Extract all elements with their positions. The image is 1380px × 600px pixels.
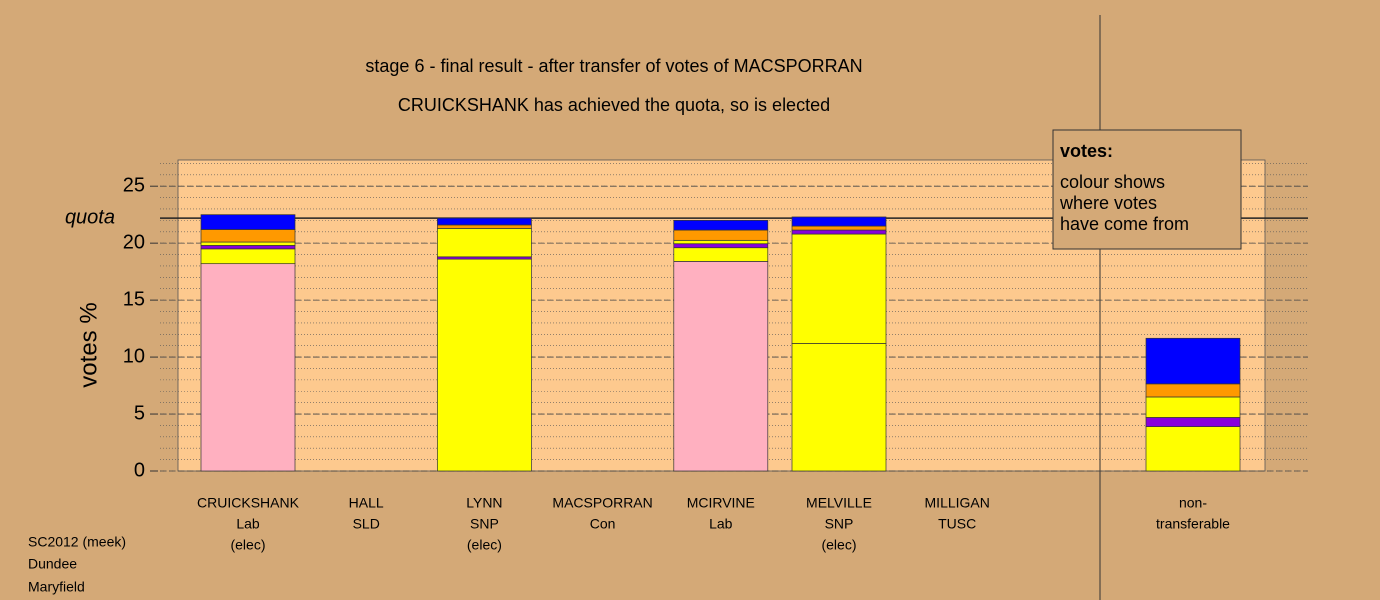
quota-label: quota — [65, 206, 115, 228]
note-box — [1052, 129, 1242, 250]
y-tick-label: 25 — [123, 174, 145, 196]
x-tick-label: SLD — [353, 516, 380, 532]
x-tick-label: (elec) — [230, 537, 265, 553]
bar-segment — [1145, 426, 1241, 472]
x-tick-label: non- — [1179, 495, 1207, 511]
bar-segment — [437, 258, 532, 472]
bar-segment — [791, 216, 887, 227]
y-tick-label: 5 — [134, 402, 145, 424]
note-line: where votes — [1059, 193, 1157, 213]
bar-segment — [200, 229, 296, 243]
x-tick-label: HALL — [349, 495, 384, 511]
x-tick-label: LYNN — [466, 495, 502, 511]
chart-subtitle: CRUICKSHANK has achieved the quota, so i… — [398, 95, 830, 115]
bar-segment — [200, 214, 296, 230]
bar-segment — [673, 261, 769, 472]
x-tick-label: SNP — [470, 516, 499, 532]
bar-segment — [791, 343, 887, 472]
bar-segment — [1145, 417, 1241, 427]
bar-segment — [200, 241, 296, 246]
x-tick-label: MELVILLE — [806, 495, 872, 511]
bar-segment — [200, 245, 296, 250]
note-heading: votes: — [1060, 141, 1113, 161]
note-line: have come from — [1060, 214, 1189, 234]
bar-segment — [673, 243, 769, 249]
bar-segment — [437, 224, 532, 229]
footer-line: Maryfield — [28, 579, 85, 595]
x-tick-label: TUSC — [938, 516, 976, 532]
x-tick-label: (elec) — [821, 537, 856, 553]
bar-segment — [437, 217, 532, 226]
y-tick-label: 20 — [123, 231, 145, 253]
x-tick-label: MILLIGAN — [925, 495, 990, 511]
bar-segment — [1145, 337, 1241, 385]
x-tick-label: Con — [590, 516, 616, 532]
x-tick-label: SNP — [825, 516, 854, 532]
bar-segment — [1145, 383, 1241, 398]
x-tick-label: CRUICKSHANK — [197, 495, 300, 511]
bar-segment — [673, 239, 769, 245]
bar-segment — [437, 228, 532, 258]
x-tick-label: transferable — [1156, 516, 1230, 532]
x-tick-label: MACSPORRAN — [552, 495, 652, 511]
x-tick-label: MCIRVINE — [687, 495, 755, 511]
bar-segment — [673, 247, 769, 262]
bar-segment — [200, 248, 296, 265]
x-tick-label: Lab — [709, 516, 733, 532]
bar-segment — [791, 225, 887, 231]
y-tick-label: 10 — [123, 345, 145, 367]
footer-line: SC2012 (meek) — [28, 534, 126, 550]
bar-segment — [1145, 396, 1241, 418]
footer-line: Dundee — [28, 556, 77, 572]
bar-segment — [791, 233, 887, 344]
note-line: colour shows — [1060, 172, 1165, 192]
x-tick-label: (elec) — [467, 537, 502, 553]
chart-title: stage 6 - final result - after transfer … — [365, 56, 862, 76]
bar-segment — [673, 229, 769, 241]
bar-segment — [791, 229, 887, 235]
bar-segment — [673, 220, 769, 231]
y-tick-label: 15 — [123, 288, 145, 310]
y-tick-label: 0 — [134, 459, 145, 481]
y-axis-label: votes % — [75, 302, 102, 387]
bar-segment — [200, 263, 296, 472]
x-tick-label: Lab — [236, 516, 260, 532]
